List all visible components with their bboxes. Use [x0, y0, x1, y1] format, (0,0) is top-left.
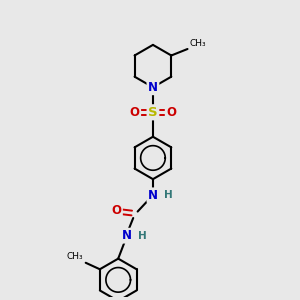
Text: H: H [164, 190, 173, 200]
Text: O: O [130, 106, 140, 119]
Text: N: N [148, 81, 158, 94]
Text: O: O [166, 106, 176, 119]
Text: N: N [122, 229, 131, 242]
Text: N: N [148, 189, 158, 202]
Text: O: O [111, 204, 122, 217]
Text: CH₃: CH₃ [190, 38, 206, 47]
Text: S: S [148, 106, 158, 119]
Text: H: H [138, 231, 146, 241]
Text: CH₃: CH₃ [67, 252, 83, 261]
